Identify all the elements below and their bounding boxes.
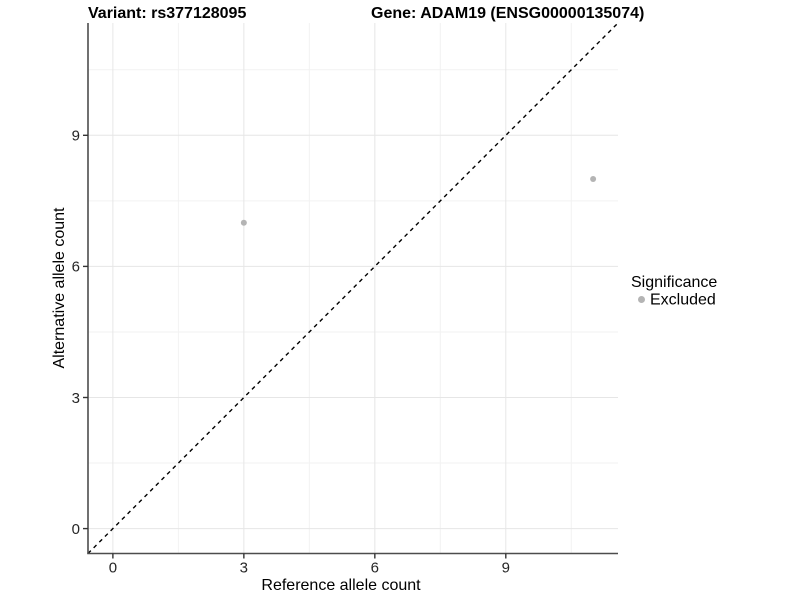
y-axis-ticks: 0 3 6 9 xyxy=(72,128,88,538)
y-tick-label: 3 xyxy=(72,390,80,407)
x-tick-label: 0 xyxy=(109,560,117,577)
plot-title-variant: Variant: rs377128095 xyxy=(88,5,246,22)
plot-title-gene: Gene: ADAM19 (ENSG00000135074) xyxy=(371,5,644,22)
minor-gridlines xyxy=(88,23,618,554)
x-tick-label: 6 xyxy=(371,560,379,577)
y-tick-label: 9 xyxy=(72,128,80,145)
data-point xyxy=(240,219,247,226)
identity-line xyxy=(87,22,619,554)
y-tick-label: 6 xyxy=(72,259,80,276)
x-tick-label: 9 xyxy=(502,560,510,577)
data-points xyxy=(240,176,597,226)
y-axis-title: Alternative allele count xyxy=(51,207,68,369)
major-gridlines xyxy=(88,23,618,554)
identity-line-group xyxy=(87,22,619,554)
legend-label-excluded: Excluded xyxy=(650,292,716,309)
data-point xyxy=(590,176,597,183)
legend-key-excluded-icon xyxy=(638,296,645,303)
x-axis-ticks: 0 3 6 9 xyxy=(109,553,510,577)
legend-title: Significance xyxy=(631,274,717,291)
y-tick-label: 0 xyxy=(72,521,80,538)
x-axis-title: Reference allele count xyxy=(261,577,421,594)
legend: Significance Excluded xyxy=(631,274,717,309)
x-tick-label: 3 xyxy=(240,560,248,577)
